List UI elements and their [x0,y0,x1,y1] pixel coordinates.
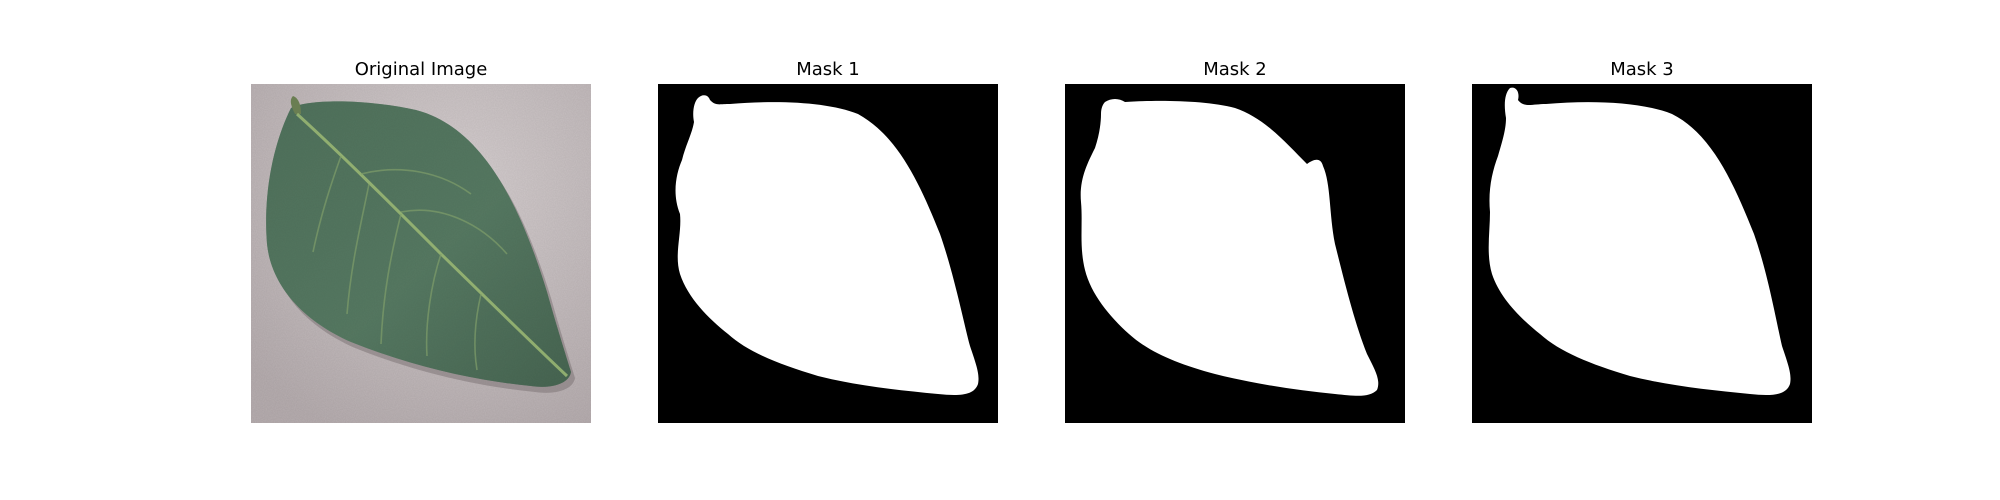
original-leaf-photo [251,84,591,423]
panel-title-mask-2: Mask 2 [1203,59,1267,80]
mask-2-image [1065,84,1405,423]
leaf-veins [312,155,508,371]
mask-3-image [1472,84,1812,423]
panel-title-mask-3: Mask 3 [1610,59,1674,80]
panel-mask-2: Mask 2 [1065,0,1405,500]
mask-1-leaf-region [675,95,979,395]
panel-mask-1: Mask 1 [658,0,998,500]
panel-title-mask-1: Mask 1 [796,59,860,80]
panel-title-original: Original Image [354,59,488,80]
mask-2-leaf-region [1080,99,1379,396]
leaf-midrib [295,112,569,378]
mask-1-image [658,84,998,423]
panel-original-image: Original Image [251,0,591,500]
mask-3-leaf-region [1488,87,1791,395]
panel-mask-3: Mask 3 [1472,0,1812,500]
leaf-stem [290,96,301,114]
